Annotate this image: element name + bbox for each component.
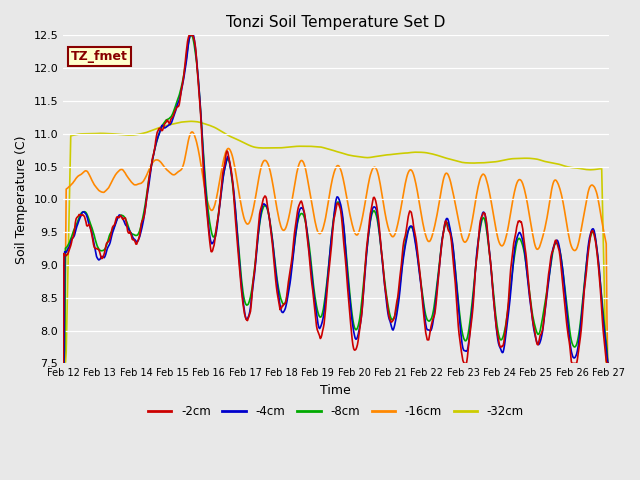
- -2cm: [211, 242, 218, 248]
- -4cm: [60, 360, 67, 366]
- -32cm: [419, 149, 426, 155]
- -8cm: [187, 33, 195, 38]
- -32cm: [60, 360, 67, 366]
- -16cm: [60, 360, 67, 366]
- -2cm: [403, 224, 411, 230]
- -32cm: [211, 124, 218, 130]
- -4cm: [211, 238, 218, 243]
- Line: -32cm: -32cm: [63, 121, 609, 363]
- -16cm: [403, 174, 411, 180]
- -8cm: [211, 234, 218, 240]
- -16cm: [211, 204, 218, 210]
- Legend: -2cm, -4cm, -8cm, -16cm, -32cm: -2cm, -4cm, -8cm, -16cm, -32cm: [143, 401, 529, 423]
- -4cm: [605, 360, 612, 366]
- -32cm: [180, 119, 188, 125]
- -2cm: [60, 360, 67, 366]
- -16cm: [419, 219, 426, 225]
- -4cm: [403, 235, 411, 241]
- -2cm: [419, 301, 426, 307]
- -32cm: [69, 132, 77, 138]
- Title: Tonzi Soil Temperature Set D: Tonzi Soil Temperature Set D: [226, 15, 445, 30]
- -2cm: [180, 66, 188, 72]
- -8cm: [125, 227, 133, 232]
- -8cm: [180, 68, 188, 73]
- -32cm: [605, 360, 612, 366]
- -32cm: [125, 132, 133, 138]
- -8cm: [60, 360, 67, 366]
- Line: -2cm: -2cm: [63, 36, 609, 363]
- -4cm: [180, 71, 188, 76]
- Line: -16cm: -16cm: [63, 132, 609, 363]
- -16cm: [125, 176, 133, 182]
- -8cm: [605, 360, 612, 366]
- Line: -4cm: -4cm: [63, 36, 609, 363]
- -4cm: [187, 33, 195, 38]
- -16cm: [188, 129, 196, 135]
- Y-axis label: Soil Temperature (C): Soil Temperature (C): [15, 135, 28, 264]
- -16cm: [605, 360, 612, 366]
- -4cm: [419, 296, 426, 302]
- -8cm: [403, 232, 411, 238]
- -2cm: [185, 33, 193, 38]
- -4cm: [125, 227, 133, 233]
- -8cm: [69, 230, 77, 236]
- -32cm: [188, 119, 195, 124]
- -32cm: [403, 150, 411, 156]
- -4cm: [69, 235, 77, 240]
- -2cm: [605, 360, 612, 366]
- -2cm: [69, 235, 77, 240]
- X-axis label: Time: Time: [321, 384, 351, 397]
- -16cm: [69, 180, 77, 186]
- -2cm: [125, 230, 133, 236]
- -16cm: [180, 157, 188, 163]
- -8cm: [419, 293, 426, 299]
- Line: -8cm: -8cm: [63, 36, 609, 363]
- Text: TZ_fmet: TZ_fmet: [71, 50, 128, 63]
